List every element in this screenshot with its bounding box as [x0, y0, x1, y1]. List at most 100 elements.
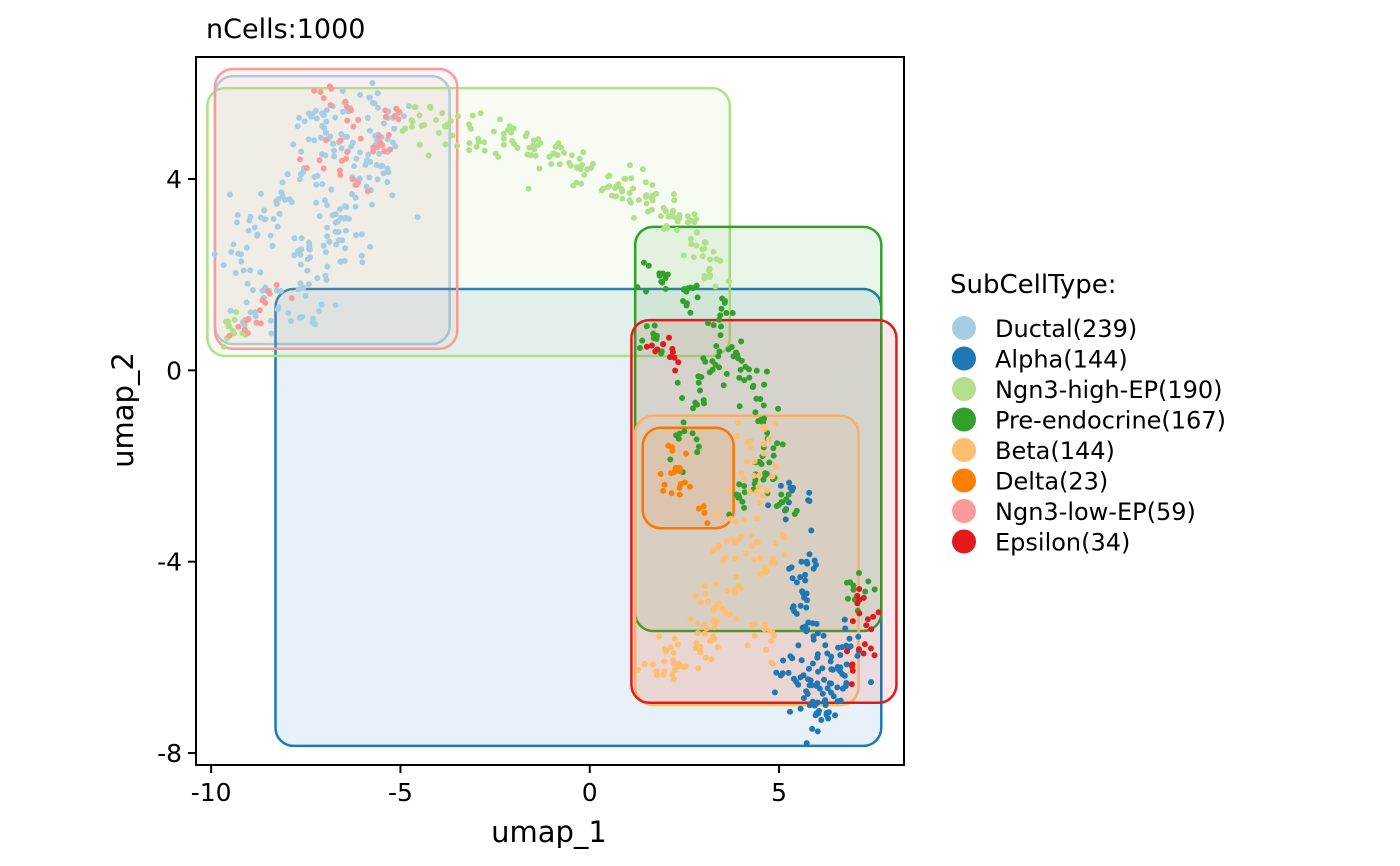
- point: [352, 203, 359, 210]
- point: [274, 223, 281, 230]
- point: [269, 242, 276, 249]
- point: [416, 112, 423, 119]
- point: [802, 577, 809, 584]
- point: [667, 644, 674, 651]
- point: [769, 555, 776, 562]
- point: [323, 276, 330, 283]
- point: [662, 647, 669, 654]
- point: [311, 137, 318, 144]
- point: [652, 348, 659, 355]
- point: [380, 170, 387, 177]
- point: [584, 166, 591, 173]
- point: [735, 583, 742, 590]
- point: [631, 214, 637, 221]
- point: [267, 317, 274, 324]
- point: [406, 103, 412, 110]
- point: [332, 114, 339, 121]
- point: [245, 227, 252, 234]
- point: [760, 423, 767, 430]
- point: [800, 695, 807, 702]
- point: [243, 244, 250, 251]
- point: [362, 162, 369, 168]
- point: [860, 594, 867, 601]
- point: [319, 181, 326, 188]
- point: [843, 680, 850, 686]
- point: [630, 185, 637, 192]
- point: [381, 120, 387, 127]
- point: [256, 307, 263, 314]
- point: [643, 323, 650, 330]
- point: [821, 676, 828, 683]
- point: [737, 366, 744, 373]
- point: [532, 152, 539, 159]
- point: [227, 307, 234, 314]
- point: [357, 135, 364, 142]
- point: [672, 214, 679, 221]
- point: [354, 179, 361, 186]
- point: [323, 107, 330, 114]
- point: [814, 630, 821, 637]
- point: [530, 137, 537, 144]
- point: [813, 710, 820, 717]
- point: [220, 262, 227, 269]
- point: [297, 280, 304, 287]
- point: [238, 258, 245, 265]
- point: [634, 284, 641, 291]
- point: [771, 689, 778, 696]
- point: [856, 586, 863, 592]
- point: [756, 499, 763, 506]
- point: [469, 112, 476, 119]
- point: [389, 192, 396, 199]
- point: [670, 191, 677, 198]
- point: [324, 202, 331, 209]
- point: [466, 121, 472, 128]
- legend-label: Pre-endocrine(167): [995, 407, 1226, 435]
- legend-item-1: Alpha(144): [952, 346, 1128, 374]
- point: [774, 440, 781, 447]
- point: [754, 515, 760, 522]
- point: [667, 456, 674, 463]
- point: [331, 147, 338, 154]
- point: [717, 332, 724, 339]
- point: [769, 473, 776, 480]
- legend-label: Beta(144): [995, 437, 1115, 465]
- point: [664, 271, 671, 278]
- point: [773, 669, 780, 676]
- point: [740, 475, 747, 482]
- point: [660, 487, 667, 494]
- point: [500, 130, 507, 137]
- point: [783, 496, 790, 503]
- point: [843, 661, 850, 668]
- point: [568, 152, 575, 159]
- point: [270, 215, 277, 222]
- point: [391, 113, 398, 120]
- point: [662, 285, 669, 292]
- point: [651, 322, 658, 329]
- point: [806, 551, 813, 558]
- point: [828, 653, 835, 660]
- point: [671, 667, 678, 674]
- point: [340, 108, 346, 115]
- point: [837, 652, 844, 658]
- point: [686, 483, 693, 490]
- point: [803, 740, 810, 747]
- point: [844, 579, 850, 586]
- point: [320, 165, 327, 172]
- point: [328, 186, 335, 193]
- point: [382, 113, 389, 120]
- scatter-points: [211, 80, 882, 747]
- point: [812, 701, 819, 708]
- point: [825, 709, 832, 716]
- point: [369, 80, 376, 86]
- point: [366, 174, 373, 181]
- point: [700, 503, 707, 510]
- point: [787, 484, 794, 491]
- point: [736, 494, 743, 501]
- point: [481, 147, 488, 154]
- point: [785, 491, 792, 498]
- point: [693, 436, 700, 443]
- point: [284, 171, 291, 178]
- point: [634, 666, 641, 673]
- point: [366, 94, 373, 101]
- legend-swatch: [952, 316, 976, 340]
